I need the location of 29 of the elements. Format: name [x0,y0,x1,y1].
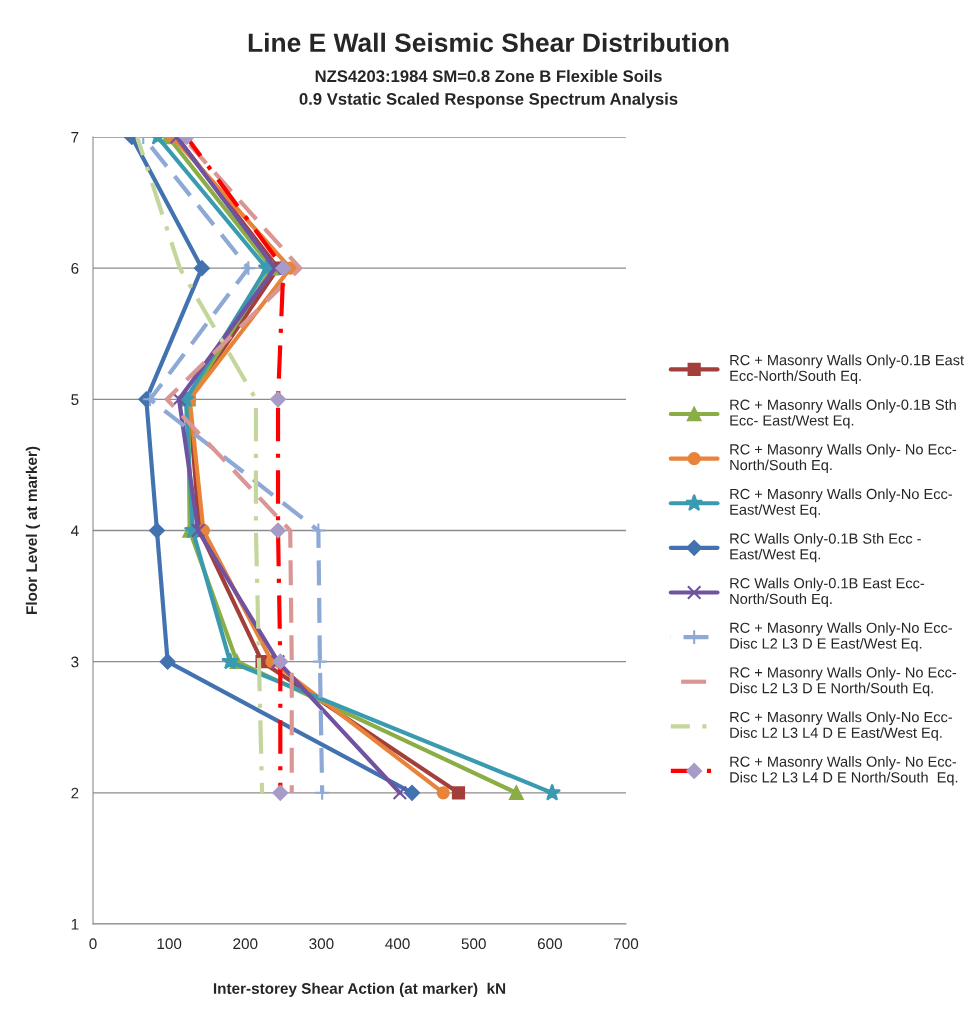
legend-label: RC + Masonry Walls Only- No Ecc- Disc L2 L3 D E North/South Eq. [730,666,957,697]
chart-subtitle: NZS4203:1984 SM=0.8 Zone B Flexible Soils 0.9 Vstatic Scaled Response Spectrum Analysis [299,69,678,109]
x-tick-label: 100 [157,938,182,950]
y-tick-label: 7 [71,132,79,143]
y-tick-label: 4 [70,525,79,537]
x-tick-label: 200 [233,938,258,950]
y-tick-label: 2 [71,787,79,799]
x-tick-label: 500 [461,938,486,950]
legend-label: RC Walls Only-0.1B Sth Ecc - East/West Eq. [730,533,921,563]
x-tick-label: 600 [537,938,563,950]
legend-label: RC Walls Only-0.1B East Ecc- North/South Eq. [730,577,925,607]
x-axis-title: Inter-storey Shear Action (at marker) kN [213,982,506,997]
y-tick-label: 3 [71,656,79,668]
legend-label: RC + Masonry Walls Only- No Ecc- North/South Eq. [730,443,957,474]
legend-label: RC + Masonry Walls Only-No Ecc- East/West Eq. [730,488,953,518]
x-tick-label: 300 [309,938,334,950]
x-tick-label: 700 [614,938,639,950]
y-tick-label: 5 [71,394,79,406]
chart-title: Line E Wall Seismic Shear Distribution [248,32,729,53]
x-tick-label: 0 [89,938,97,950]
legend-label: RC + Masonry Walls Only-No Ecc- Disc L2 L3 D E East/West Eq. [730,622,953,652]
legend-label: RC + Masonry Walls Only-0.1B East Ecc-North/South Eq. [730,354,964,384]
legend-label: RC + Masonry Walls Only-0.1B Sth Ecc- East/West Eq. [730,399,956,429]
y-tick-label: 1 [71,919,79,930]
legend-label: RC + Masonry Walls Only-No Ecc- Disc L2 L3 L4 D E East/West Eq. [730,711,953,741]
legend-label: RC + Masonry Walls Only- No Ecc- Disc L2 L3 L4 D E North/South Eq. [730,756,958,786]
x-tick-label: 400 [385,938,410,950]
y-tick-label: 6 [71,263,79,274]
y-axis-title: Floor Level ( at marker) [25,446,41,614]
